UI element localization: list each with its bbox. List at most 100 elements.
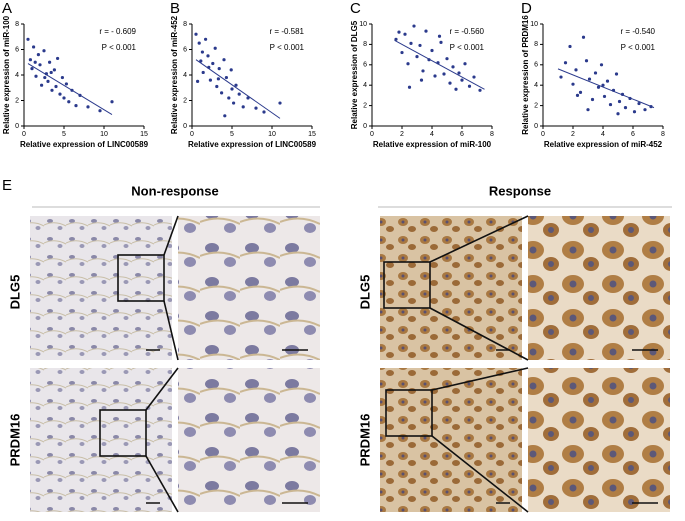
annotation: P < 0.001 (270, 43, 305, 52)
panel-label: C (350, 0, 361, 17)
x-tick-label: 8 (661, 131, 665, 138)
y-tick-label: 8 (15, 21, 19, 28)
y-tick-label: 6 (15, 46, 19, 53)
point (460, 78, 464, 82)
point (224, 75, 228, 80)
scatter-chart: D 0 2 4 6 8 0 2 4 6 8 10 Relative expression of miR-… (521, 0, 665, 149)
y-tick-label: 10 (359, 21, 367, 28)
x-tick-label: 6 (460, 131, 464, 138)
trend-line (27, 63, 113, 115)
point (197, 41, 201, 45)
trend-line (195, 59, 281, 119)
point (643, 108, 647, 112)
point (196, 79, 200, 83)
micrograph-zoom (178, 368, 320, 512)
x-tick-label: 0 (541, 131, 545, 138)
y-tick-label: 6 (183, 46, 187, 53)
trend-line (557, 68, 655, 109)
group-heading: Response (489, 183, 551, 198)
point (62, 96, 66, 100)
point (445, 57, 449, 61)
point (608, 102, 613, 107)
panel-label: D (521, 0, 532, 17)
x-tick-label: 6 (631, 131, 635, 138)
point (478, 88, 482, 92)
micrograph (30, 216, 172, 360)
y-axis-label: Relative expression of miR-452 (170, 15, 179, 134)
row-label: PRDM16 (357, 414, 372, 467)
x-axis-label: Relative expression of miR-452 (544, 140, 663, 149)
point (33, 60, 37, 64)
point (457, 71, 461, 75)
scale-bars (146, 349, 658, 504)
point (229, 68, 233, 72)
point (394, 37, 398, 41)
x-tick-label: 4 (430, 131, 434, 138)
point (430, 48, 434, 53)
point (58, 92, 62, 96)
x-axis-label: Relative expression of LINC00589 (20, 140, 149, 149)
x-tick-label: 2 (400, 131, 404, 138)
y-tick-label: 0 (15, 123, 19, 130)
x-tick-label: 4 (601, 131, 605, 138)
point (584, 59, 589, 63)
point (194, 32, 198, 36)
trend-line (394, 39, 485, 90)
point (206, 54, 210, 58)
point (442, 72, 446, 76)
point (587, 77, 592, 81)
point (34, 74, 38, 78)
x-axis-label: Relative expression of miR-100 (373, 140, 492, 149)
point (614, 72, 619, 76)
point (46, 79, 50, 83)
point (568, 44, 572, 49)
point (278, 101, 282, 105)
y-tick-label: 0 (363, 123, 367, 130)
micrograph-zoom (178, 216, 320, 360)
point (599, 63, 604, 67)
point (463, 62, 467, 66)
point (86, 105, 90, 109)
micrograph-zoom (528, 368, 670, 512)
point (67, 100, 71, 104)
x-tick-label: 8 (490, 131, 494, 138)
x-tick-label: 10 (100, 131, 108, 138)
x-tick-label: 0 (370, 131, 374, 138)
x-tick-label: 15 (308, 131, 316, 138)
point (211, 61, 215, 66)
y-tick-label: 10 (530, 21, 538, 28)
point (222, 58, 226, 62)
point (590, 97, 595, 102)
point (56, 56, 60, 61)
point (200, 50, 204, 54)
y-axis-label: Relative expression of PRDM16 (521, 15, 530, 135)
point (593, 71, 598, 75)
point (254, 106, 258, 110)
charts: A 0 5 10 15 0 2 4 6 8 Relative expression of LINC0… (2, 0, 665, 149)
micrograph (380, 216, 522, 360)
point (241, 105, 245, 109)
point (74, 104, 78, 108)
point (98, 109, 102, 113)
point (623, 106, 628, 110)
x-tick-label: 2 (571, 131, 575, 138)
scatter-chart: C 0 2 4 6 8 0 2 4 6 8 10 Relative expression of miR-… (350, 0, 494, 149)
annotation: r = -0.560 (450, 27, 485, 36)
point (43, 75, 47, 80)
annotation: P < 0.001 (102, 43, 137, 52)
annotation: P < 0.001 (621, 43, 656, 52)
point (586, 108, 590, 112)
scatter-chart: A 0 5 10 15 0 2 4 6 8 Relative expression of LINC0… (2, 0, 149, 149)
panel-label: A (2, 0, 12, 17)
x-tick-label: 0 (22, 131, 26, 138)
micrograph-zoom (528, 216, 670, 360)
ihc-panel: E Non-response Response DLG5 PRDM16 DLG5… (2, 177, 672, 513)
point (601, 83, 605, 87)
point (418, 43, 422, 48)
point (581, 35, 586, 39)
y-axis-label: Relative expression of miR-100 (2, 15, 11, 134)
annotation: P < 0.001 (450, 43, 485, 52)
point (421, 69, 425, 73)
point (407, 85, 412, 89)
